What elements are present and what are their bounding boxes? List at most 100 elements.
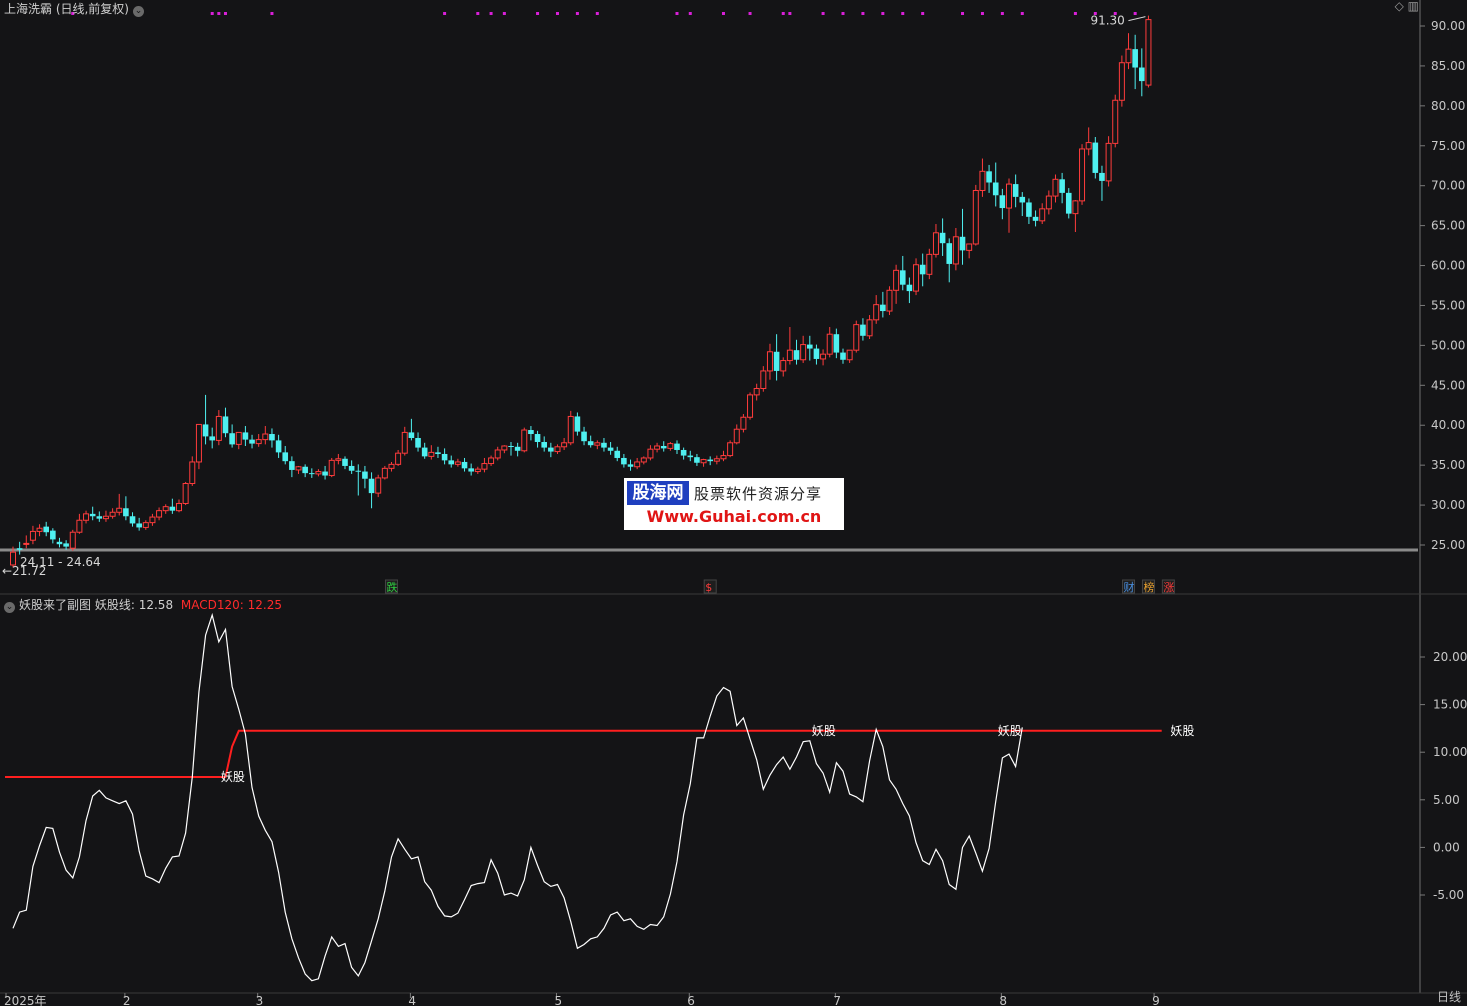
candle-body: [674, 443, 680, 450]
candle-body: [355, 470, 362, 472]
candle-body: [939, 232, 946, 244]
candle-body: [1012, 184, 1019, 197]
date-label: 6: [687, 994, 695, 1006]
signal-marker: [901, 12, 905, 15]
candle-body: [640, 457, 647, 463]
candle-body: [415, 438, 421, 448]
price-tick-label: 50.00: [1431, 338, 1465, 352]
candle-body: [826, 333, 833, 355]
candle-body: [229, 433, 235, 445]
candle-body: [435, 452, 441, 454]
candle-body: [860, 324, 866, 336]
candle-body: [760, 370, 767, 390]
sub-tick-label: -5.00: [1433, 888, 1464, 902]
candle-body: [561, 442, 568, 448]
candle-body: [501, 445, 508, 451]
sub-tick-label: 10.00: [1433, 745, 1467, 759]
macd120-line: [5, 729, 1162, 778]
sub-tick-label: 20.00: [1433, 650, 1467, 664]
candle-body: [16, 548, 23, 550]
signal-marker: [210, 12, 214, 15]
candle-body: [328, 459, 335, 477]
candle-body: [342, 458, 348, 466]
watermark-slogan: 股票软件资源分享: [694, 485, 823, 503]
candle-body: [182, 483, 189, 504]
candle-body: [594, 442, 601, 446]
chevron-down-icon[interactable]: ⌄: [133, 6, 144, 17]
signal-marker: [443, 12, 447, 15]
candle-body: [309, 473, 315, 475]
window-controls[interactable]: ◇ ▥: [1394, 0, 1419, 13]
candle-body: [607, 447, 614, 451]
price-tick-label: 90.00: [1431, 19, 1465, 33]
candle-body: [753, 388, 760, 396]
candle-body: [567, 415, 574, 444]
candle-body: [893, 269, 900, 291]
candle-body: [468, 468, 474, 472]
sub-tick-label: 5.00: [1433, 793, 1460, 807]
candles: [10, 15, 1152, 568]
signal-marker: [881, 12, 885, 15]
candle-body: [627, 464, 634, 467]
date-label: 3: [256, 994, 264, 1006]
candle-body: [873, 304, 880, 321]
candle-body: [548, 447, 554, 452]
candle-body: [952, 236, 959, 265]
candle-body: [614, 450, 621, 458]
candle-body: [919, 264, 926, 275]
signal-marker: [688, 12, 692, 15]
signal-marker: [721, 12, 725, 15]
candle-body: [773, 351, 780, 371]
candle-body: [156, 510, 163, 518]
candle-body: [820, 353, 827, 360]
candle-body: [474, 468, 481, 473]
candle-body: [959, 236, 966, 251]
candle-body: [866, 319, 873, 337]
candle-body: [986, 171, 992, 183]
event-badge: [1161, 579, 1175, 594]
candle-body: [508, 445, 514, 447]
candle-body: [1006, 183, 1012, 209]
candle-body: [142, 522, 149, 528]
yaogu-label: 妖股: [998, 724, 1022, 738]
candle-body: [401, 431, 408, 454]
macd-name: MACD120:: [180, 598, 244, 612]
line-name: 妖股线:: [94, 598, 135, 612]
signal-marker: [536, 12, 540, 15]
event-badge: [1122, 579, 1136, 594]
candle-body: [136, 523, 142, 528]
price-tick-label: 30.00: [1431, 498, 1465, 512]
period-label[interactable]: 日线: [1436, 990, 1461, 1004]
candle-body: [23, 542, 30, 545]
candle-body: [541, 441, 547, 448]
date-label: 7: [833, 994, 841, 1006]
signal-marker: [861, 12, 865, 15]
candle-body: [766, 351, 773, 372]
watermark-url: Www.Guhai.com.cn: [646, 507, 822, 526]
candle-body: [169, 506, 176, 511]
candle-body: [880, 304, 886, 312]
candle-body: [109, 511, 116, 517]
candle-body: [116, 507, 123, 513]
candle-body: [694, 457, 700, 463]
yaogu-line: [12, 612, 1023, 982]
macd-value: 12.25: [247, 598, 283, 612]
candle-body: [348, 465, 355, 471]
candle-body: [395, 452, 402, 465]
event-badge: [703, 579, 717, 594]
chart-title[interactable]: 上海洗霸 (日线,前复权) ⌄: [4, 0, 144, 17]
candle-body: [202, 424, 209, 437]
chevron-down-icon[interactable]: ⌄: [4, 602, 15, 613]
date-label: 9: [1152, 994, 1160, 1006]
high-price-label: 91.30: [1090, 14, 1124, 28]
candle-body: [1079, 148, 1086, 202]
sub-panel-title[interactable]: ⌄ 妖股来了副图 妖股线: 12.58 MACD120: 12.25: [4, 596, 282, 613]
date-label: 5: [554, 994, 562, 1006]
candle-body: [1026, 202, 1032, 217]
yaogu-label: 妖股: [812, 724, 836, 738]
candle-body: [96, 516, 103, 519]
candle-body: [162, 506, 169, 512]
signal-marker: [555, 12, 559, 15]
candle-body: [421, 447, 428, 457]
